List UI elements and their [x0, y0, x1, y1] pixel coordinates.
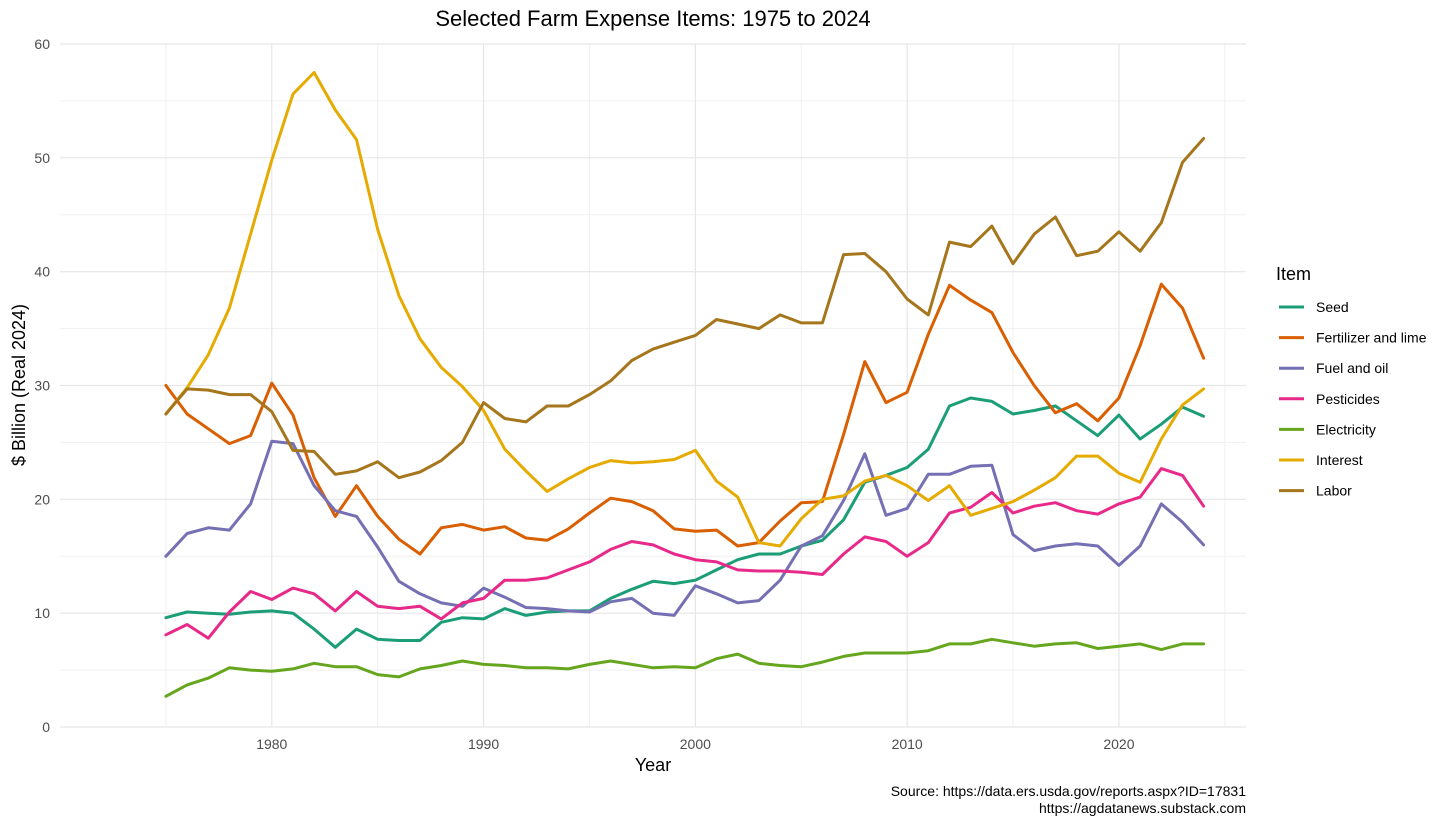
series-lines	[164, 71, 1206, 698]
x-tick-label: 1990	[468, 736, 499, 752]
url-caption: https://agdatanews.substack.com	[1039, 800, 1246, 816]
y-tick-label: 30	[34, 378, 50, 394]
y-tick-labels: 0 10 20 30 40 50 60	[34, 36, 50, 735]
series-line-fertilizer-and-lime	[164, 282, 1206, 556]
chart-title: Selected Farm Expense Items: 1975 to 202…	[435, 6, 870, 31]
legend-label-fuel-and-oil: Fuel and oil	[1316, 360, 1388, 376]
legend-label-fertilizer-and-lime: Fertilizer and lime	[1316, 330, 1427, 346]
y-tick-label: 0	[42, 719, 50, 735]
y-tick-label: 50	[34, 150, 50, 166]
y-tick-label: 20	[34, 491, 50, 507]
x-tick-label: 1980	[256, 736, 287, 752]
x-axis-title: Year	[635, 755, 671, 775]
y-tick-label: 10	[34, 605, 50, 621]
x-tick-labels: 1980 1990 2000 2010 2020	[256, 736, 1135, 752]
y-tick-label: 40	[34, 264, 50, 280]
x-tick-label: 2000	[680, 736, 711, 752]
x-tick-label: 2020	[1103, 736, 1134, 752]
legend-label-interest: Interest	[1316, 452, 1363, 468]
series-line-seed	[164, 396, 1206, 649]
source-caption: Source: https://data.ers.usda.gov/report…	[891, 783, 1246, 799]
legend-title: Item	[1276, 264, 1311, 284]
series-line-electricity	[164, 637, 1206, 698]
series-line-fuel-and-oil	[164, 439, 1206, 617]
y-axis-title: $ Billion (Real 2024)	[9, 304, 29, 466]
legend-label-seed: Seed	[1316, 299, 1349, 315]
y-tick-label: 60	[34, 36, 50, 52]
legend-label-labor: Labor	[1316, 483, 1352, 499]
series-line-pesticides	[164, 467, 1206, 640]
series-line-interest	[164, 71, 1206, 548]
legend: Item Seed Fertilizer and lime Fuel and oil…	[1276, 264, 1427, 499]
series-line-labor	[164, 137, 1206, 480]
x-tick-label: 2010	[892, 736, 923, 752]
legend-label-pesticides: Pesticides	[1316, 391, 1380, 407]
grid-major	[60, 43, 1246, 728]
legend-label-electricity: Electricity	[1316, 421, 1376, 437]
